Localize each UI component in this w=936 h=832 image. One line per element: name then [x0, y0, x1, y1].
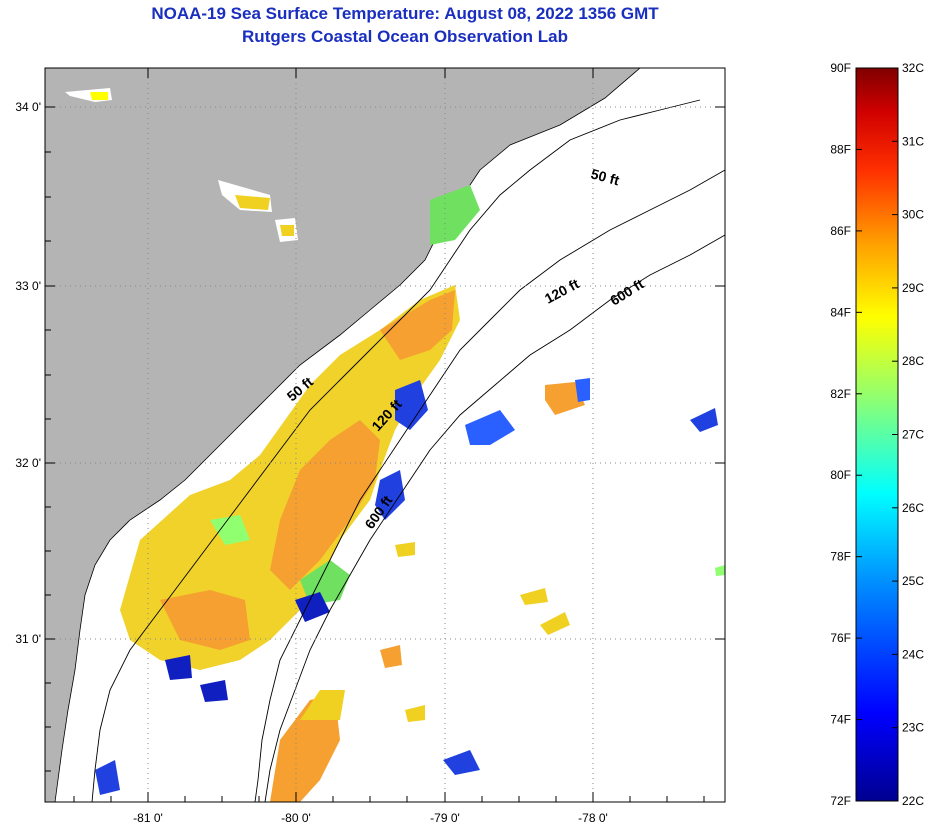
lon-tick-label: -79 0' — [430, 811, 460, 825]
coastline — [54, 68, 641, 802]
colorbar-c-label: 28C — [902, 354, 924, 368]
colorbar: 90F 88F 86F 84F 82F 80F 78F 76F 74F 72F 32C 31C 30C… — [830, 61, 924, 808]
lon-tick-labels: -81 0' -80 0' -79 0' -78 0' — [133, 811, 608, 825]
colorbar-f-label: 72F — [830, 794, 851, 808]
map-frame — [44, 67, 726, 803]
colorbar-c-label: 29C — [902, 281, 924, 295]
colorbar-f-label: 78F — [830, 550, 851, 564]
lon-tick-label: -80 0' — [281, 811, 311, 825]
colorbar-c-label: 32C — [902, 61, 924, 75]
tick-marks — [45, 68, 725, 802]
lat-tick-label: 33 0' — [15, 279, 41, 293]
colorbar-c-label: 22C — [902, 794, 924, 808]
lat-tick-labels: 34 0' 33 0' 32 0' 31 0' — [15, 100, 41, 646]
grid-lines — [45, 68, 725, 802]
lon-tick-label: -78 0' — [578, 811, 608, 825]
colorbar-f-label: 82F — [830, 387, 851, 401]
lon-tick-label: -81 0' — [133, 811, 163, 825]
isobath-label: 50 ft — [589, 165, 621, 188]
colorbar-c-label: 25C — [902, 574, 924, 588]
colorbar-c-label: 27C — [902, 428, 924, 442]
sst-data — [90, 92, 725, 802]
colorbar-f-label: 76F — [830, 631, 851, 645]
land-area — [45, 68, 640, 802]
colorbar-f-label: 84F — [830, 305, 851, 319]
colorbar-gradient — [855, 67, 899, 802]
colorbar-f-label: 90F — [830, 61, 851, 75]
lat-tick-label: 34 0' — [15, 100, 41, 114]
colorbar-f-label: 80F — [830, 468, 851, 482]
map-title: NOAA-19 Sea Surface Temperature: August … — [151, 4, 659, 23]
map-subtitle: Rutgers Coastal Ocean Observation Lab — [242, 27, 568, 46]
colorbar-c-label: 24C — [902, 647, 924, 661]
lat-tick-label: 32 0' — [15, 456, 41, 470]
colorbar-f-label: 74F — [830, 713, 851, 727]
colorbar-c-label: 26C — [902, 501, 924, 515]
colorbar-c-label: 31C — [902, 134, 924, 148]
colorbar-c-label: 30C — [902, 208, 924, 222]
isobath-lines — [91, 99, 725, 802]
lat-tick-label: 31 0' — [15, 632, 41, 646]
colorbar-f-label: 86F — [830, 224, 851, 238]
colorbar-c-label: 23C — [902, 721, 924, 735]
colorbar-f-label: 88F — [830, 142, 851, 156]
